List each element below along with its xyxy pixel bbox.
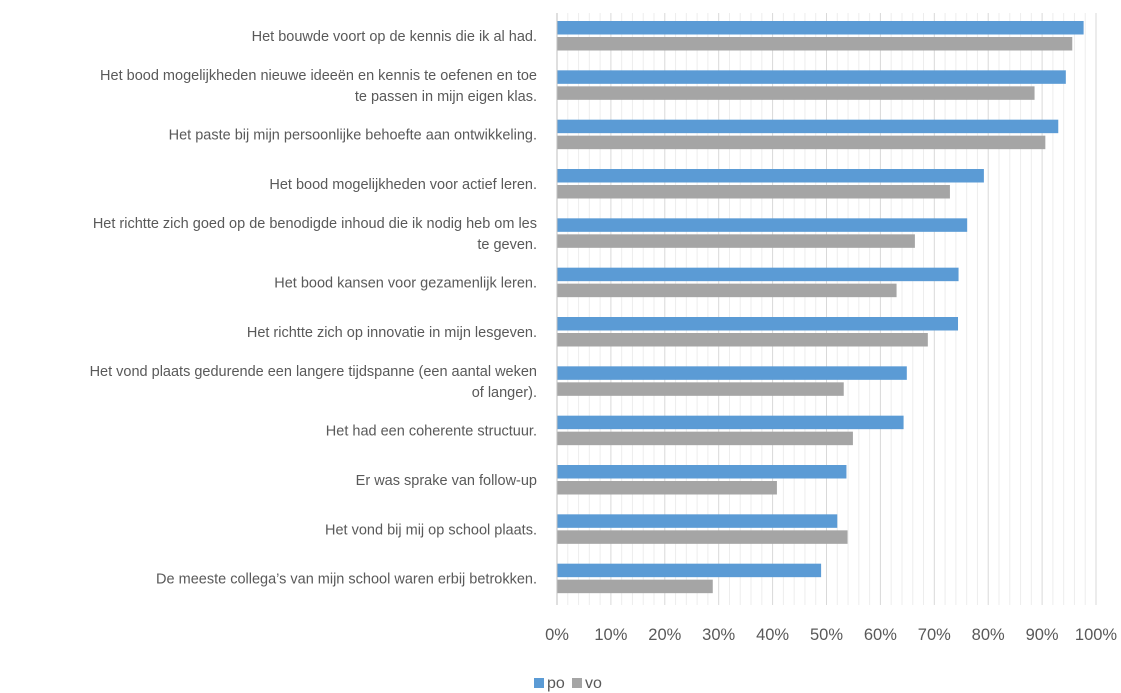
bar-vo-8 bbox=[557, 382, 844, 396]
x-tick-label-3: 30% bbox=[702, 626, 735, 644]
legend-swatch-vo bbox=[572, 678, 582, 688]
bars bbox=[557, 21, 1084, 594]
x-tick-label-4: 40% bbox=[756, 626, 789, 644]
x-tick-label-9: 90% bbox=[1026, 626, 1059, 644]
bar-po-6 bbox=[557, 267, 959, 282]
x-tick-label-8: 80% bbox=[972, 626, 1005, 644]
bar-vo-6 bbox=[557, 283, 897, 298]
bar-po-3 bbox=[557, 119, 1059, 134]
bar-vo-9 bbox=[557, 431, 853, 446]
x-tick-label-2: 20% bbox=[648, 626, 681, 644]
bar-po-10 bbox=[557, 465, 847, 479]
bar-vo-3 bbox=[557, 135, 1046, 150]
x-tick-label-7: 70% bbox=[918, 626, 951, 644]
bar-vo-1 bbox=[557, 37, 1073, 51]
bar-vo-11 bbox=[557, 530, 848, 544]
category-label-12: De meeste collega’s van mijn school ware… bbox=[156, 572, 537, 588]
bar-vo-2 bbox=[557, 86, 1035, 100]
x-tick-label-5: 50% bbox=[810, 626, 843, 644]
category-labels: Het bouwde voort op de kennis die ik al … bbox=[90, 29, 537, 588]
category-label-2: Het bood mogelijkheden nieuwe ideeën en … bbox=[100, 68, 537, 105]
bar-vo-4 bbox=[557, 185, 950, 199]
category-label-8: Het vond plaats gedurende een langere ti… bbox=[90, 364, 537, 401]
category-label-11: Het vond bij mij op school plaats. bbox=[325, 522, 537, 538]
bar-po-8 bbox=[557, 366, 907, 380]
category-label-4: Het bood mogelijkheden voor actief leren… bbox=[269, 177, 537, 193]
x-tick-label-6: 60% bbox=[864, 626, 897, 644]
category-label-5: Het richtte zich goed op de benodigde in… bbox=[93, 216, 537, 253]
legend-label-po: po bbox=[547, 675, 565, 692]
bar-po-7 bbox=[557, 317, 959, 331]
legend: po vo bbox=[534, 675, 602, 692]
category-label-6: Het bood kansen voor gezamenlijk leren. bbox=[274, 276, 537, 292]
x-tick-label-10: 100% bbox=[1075, 626, 1118, 644]
bar-po-11 bbox=[557, 514, 838, 528]
x-tick-label-0: 0% bbox=[545, 626, 569, 644]
bar-po-12 bbox=[557, 563, 822, 578]
bar-vo-12 bbox=[557, 579, 713, 594]
category-label-9: Het had een coherente structuur. bbox=[326, 424, 537, 440]
category-label-10: Er was sprake van follow-up bbox=[356, 473, 537, 489]
bar-vo-7 bbox=[557, 333, 928, 347]
bar-po-1 bbox=[557, 21, 1084, 35]
bar-vo-10 bbox=[557, 481, 777, 495]
gridlines bbox=[556, 13, 1097, 605]
legend-label-vo: vo bbox=[585, 675, 602, 692]
bar-po-2 bbox=[557, 70, 1066, 84]
bar-po-4 bbox=[557, 169, 984, 183]
bar-po-5 bbox=[557, 218, 968, 232]
x-axis-tick-labels: 0% 10% 20% 30% 40% 50% 60% 70% 80% 90% 100% bbox=[545, 626, 1117, 644]
legend-swatch-po bbox=[534, 678, 544, 688]
bar-po-9 bbox=[557, 415, 904, 430]
x-tick-label-1: 10% bbox=[594, 626, 627, 644]
category-label-3: Het paste bij mijn persoonlijke behoefte… bbox=[169, 128, 537, 144]
bar-vo-5 bbox=[557, 234, 915, 248]
category-label-7: Het richtte zich op innovatie in mijn le… bbox=[247, 325, 537, 341]
category-label-1: Het bouwde voort op de kennis die ik al … bbox=[252, 29, 537, 45]
